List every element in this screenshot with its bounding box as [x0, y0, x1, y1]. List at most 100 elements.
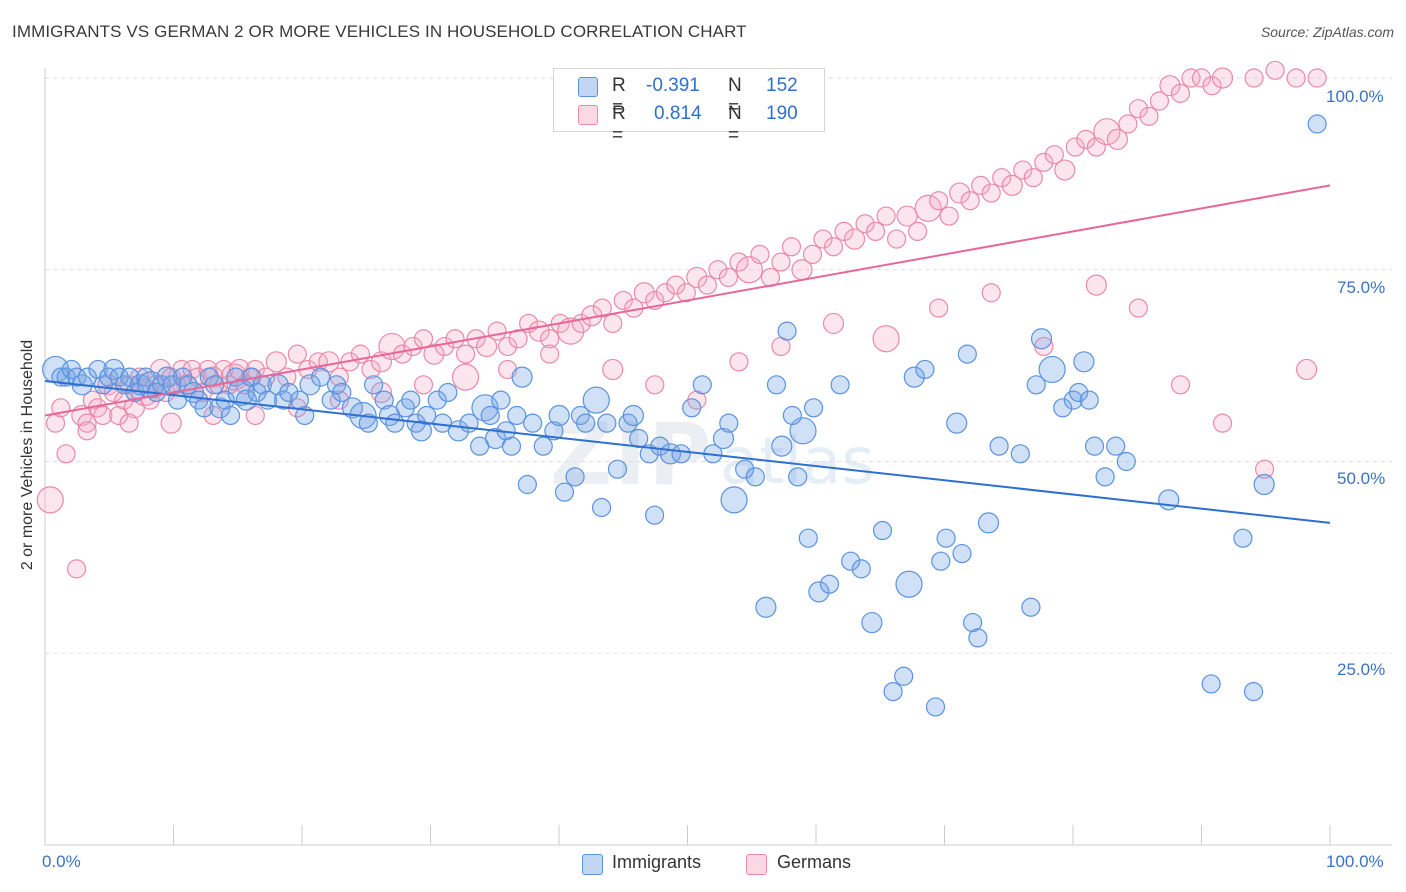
immigrants-point	[903, 366, 925, 388]
germans-point	[1034, 152, 1054, 172]
r-label: R =	[612, 75, 626, 118]
germans-point	[802, 244, 823, 265]
immigrants-point	[1030, 328, 1053, 350]
n-label: N =	[728, 103, 742, 146]
immigrants-point	[789, 417, 817, 445]
immigrants-trend-line	[44, 379, 1331, 524]
germans-point	[160, 412, 182, 434]
n-value: 152	[766, 75, 798, 96]
y-tick-label-50: 50.0%	[1337, 469, 1386, 488]
germans-point	[93, 405, 113, 426]
immigrants-point	[1095, 467, 1115, 487]
x-tick-label-min: 0.0%	[42, 852, 81, 871]
immigrants-point	[235, 389, 258, 411]
germans-point	[823, 237, 844, 257]
immigrants-point	[639, 444, 659, 464]
immigrants-point	[410, 420, 432, 442]
y-tick-label-100: 100.0%	[1326, 87, 1384, 106]
immigrants-point	[915, 359, 935, 380]
germans-point	[451, 363, 480, 391]
immigrants-point	[712, 427, 735, 450]
germans-point	[1065, 137, 1085, 157]
germans-point	[413, 375, 434, 395]
germans-point	[666, 275, 686, 295]
y-tick-label-75: 75.0%	[1337, 278, 1386, 297]
germans-point	[130, 367, 150, 387]
source-label: Source: ZipAtlas.com	[1260, 24, 1394, 40]
immigrants-point	[544, 421, 564, 441]
immigrants-point	[629, 428, 649, 449]
immigrants-point	[427, 390, 447, 410]
immigrants-point	[1243, 681, 1264, 702]
immigrants-point	[576, 413, 596, 433]
germans-point	[392, 344, 413, 364]
immigrants-point	[936, 528, 956, 548]
germans-point	[602, 358, 624, 381]
immigrants-point	[622, 404, 644, 427]
immigrants-point	[841, 551, 861, 571]
germans-point	[1001, 174, 1023, 196]
germans-point	[735, 256, 764, 284]
germans-point	[813, 229, 833, 249]
germans-point	[1212, 413, 1233, 433]
germans-point	[603, 313, 623, 334]
n-value: 190	[766, 103, 798, 124]
germans-point	[1054, 159, 1076, 181]
immigrants-point	[220, 405, 241, 426]
immigrants-point	[777, 321, 797, 341]
germans-point	[77, 413, 97, 433]
axes	[44, 68, 1392, 846]
immigrants-point	[401, 390, 421, 410]
immigrants-legend-label: Immigrants	[612, 852, 702, 872]
germans-point	[645, 375, 665, 395]
germans-point	[914, 194, 942, 222]
germans-point	[370, 381, 393, 404]
germans-point	[729, 352, 749, 372]
r-label: R =	[612, 103, 626, 146]
immigrants-point	[719, 413, 739, 433]
germans-point	[771, 252, 791, 272]
immigrants-point	[417, 405, 437, 426]
germans-point	[245, 405, 265, 426]
immigrants-point	[745, 467, 765, 487]
immigrants-point	[597, 413, 617, 433]
germans-point	[318, 351, 340, 373]
immigrants-point	[501, 436, 522, 456]
immigrants-point	[533, 436, 553, 456]
germans-point	[1023, 168, 1043, 188]
immigrants-point	[720, 486, 748, 514]
immigrants-point	[808, 581, 830, 603]
immigrants-point	[895, 570, 923, 598]
immigrants-point	[1069, 382, 1089, 403]
germans-point	[66, 559, 87, 579]
immigrants-point	[872, 520, 893, 541]
immigrants-point	[1158, 489, 1180, 511]
germans-point	[1076, 129, 1096, 149]
germans-point	[1181, 68, 1201, 88]
immigrants-point	[1038, 355, 1066, 384]
immigrants-point	[957, 344, 977, 364]
immigrants-point	[968, 628, 988, 648]
immigrants-point	[385, 413, 405, 433]
immigrants-point	[1073, 351, 1095, 373]
immigrants-point	[682, 398, 702, 418]
immigrants-point	[267, 374, 289, 396]
immigrants-point	[507, 405, 527, 426]
germans-point	[708, 260, 728, 280]
germans-point	[77, 421, 97, 441]
germans-point	[287, 344, 307, 364]
germans-point	[939, 206, 959, 226]
immigrants-point	[830, 375, 850, 395]
germans-point	[36, 486, 64, 514]
immigrants-point	[644, 505, 665, 525]
immigrants-point	[861, 611, 883, 634]
immigrants-point	[554, 482, 575, 502]
germans-point	[887, 229, 907, 249]
germans-point	[676, 283, 696, 303]
germans-legend-label: Germans	[777, 852, 852, 872]
immigrants-point	[565, 467, 585, 487]
immigrants-point	[894, 666, 914, 686]
germans-point	[855, 214, 875, 234]
immigrants-point	[946, 412, 968, 434]
